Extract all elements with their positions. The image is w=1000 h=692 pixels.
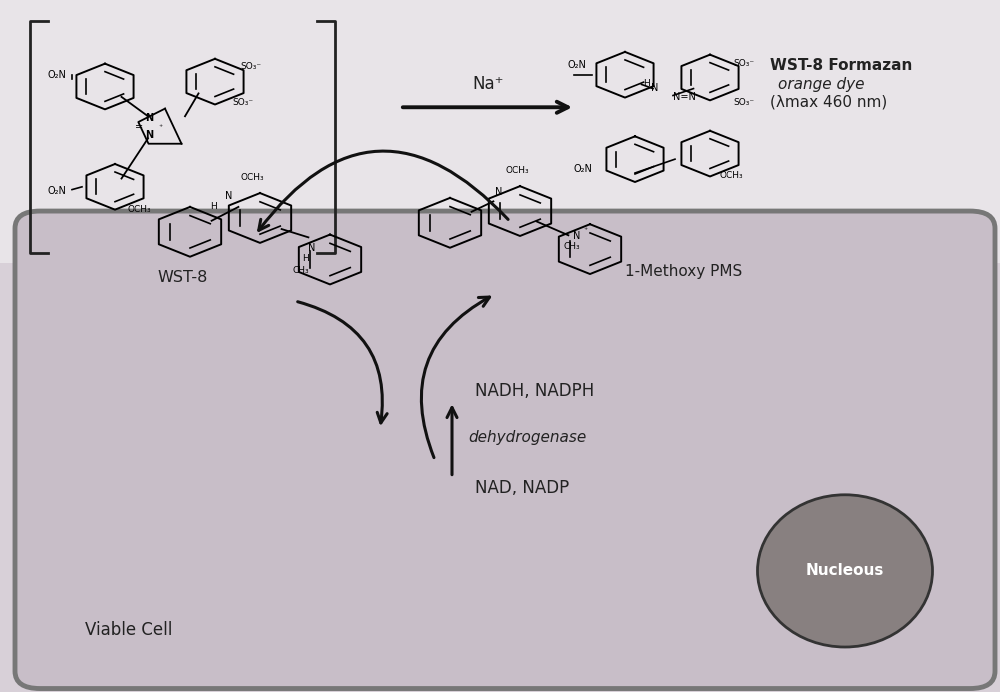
Text: O₂N: O₂N: [567, 60, 586, 70]
Text: N: N: [495, 187, 502, 197]
Text: ⁺: ⁺: [583, 226, 587, 235]
Text: SO₃⁻: SO₃⁻: [733, 59, 754, 68]
Text: WST-8: WST-8: [157, 270, 208, 285]
Text: 1-Methoxy PMS: 1-Methoxy PMS: [625, 264, 742, 279]
Text: WST-8 Formazan: WST-8 Formazan: [770, 58, 912, 73]
Text: N: N: [573, 230, 580, 241]
Text: OCH₃: OCH₃: [240, 173, 264, 182]
Text: H: H: [302, 254, 309, 263]
FancyBboxPatch shape: [15, 211, 995, 689]
Text: N: N: [145, 130, 153, 140]
Text: OCH₃: OCH₃: [720, 171, 744, 180]
Text: CH₃: CH₃: [563, 242, 580, 251]
Text: CH₃: CH₃: [292, 266, 309, 275]
Bar: [0, 0, 1000, 263]
Text: NAD, NADP: NAD, NADP: [475, 479, 569, 497]
Text: N: N: [651, 83, 658, 93]
Text: Na⁺: Na⁺: [472, 75, 504, 93]
Text: N: N: [145, 113, 153, 123]
Ellipse shape: [758, 495, 932, 647]
Text: H: H: [643, 79, 650, 88]
Text: O₂N: O₂N: [573, 163, 592, 174]
Text: =: =: [135, 122, 143, 132]
Text: O₂N: O₂N: [47, 185, 66, 196]
Text: Viable Cell: Viable Cell: [85, 621, 172, 639]
Text: SO₃⁻: SO₃⁻: [232, 98, 253, 107]
Text: N=N: N=N: [673, 92, 696, 102]
Text: orange dye: orange dye: [778, 77, 864, 92]
Text: ⁺: ⁺: [158, 123, 162, 132]
Text: dehydrogenase: dehydrogenase: [468, 430, 586, 445]
Text: N: N: [225, 191, 232, 201]
Text: SO₃⁻: SO₃⁻: [240, 62, 261, 71]
Text: OCH₃: OCH₃: [128, 206, 152, 215]
Text: N: N: [308, 243, 315, 253]
Text: O₂N: O₂N: [47, 69, 66, 80]
Text: SO₃⁻: SO₃⁻: [733, 98, 754, 107]
Text: H: H: [210, 202, 217, 211]
Text: (λmax 460 nm): (λmax 460 nm): [770, 95, 887, 110]
Text: Nucleous: Nucleous: [806, 563, 884, 579]
Text: NADH, NADPH: NADH, NADPH: [475, 382, 594, 400]
Text: OCH₃: OCH₃: [505, 166, 529, 175]
